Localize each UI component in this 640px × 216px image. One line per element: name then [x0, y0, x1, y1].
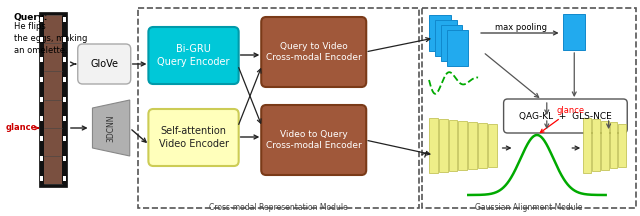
Text: Cross-modal Representation Module: Cross-modal Representation Module [209, 203, 348, 212]
Bar [40, 136, 44, 141]
Bar [63, 156, 66, 161]
Bar [439, 119, 447, 172]
FancyBboxPatch shape [261, 105, 366, 175]
Bar [563, 14, 585, 50]
Bar [63, 116, 66, 121]
Bar [63, 136, 66, 141]
Bar [63, 37, 66, 42]
Bar [40, 57, 44, 62]
Bar [488, 124, 497, 167]
Bar [138, 8, 419, 208]
FancyBboxPatch shape [504, 99, 627, 133]
Bar [458, 121, 467, 170]
Text: Query to Video
Cross-modal Encoder: Query to Video Cross-modal Encoder [266, 42, 362, 62]
Bar [601, 121, 609, 170]
Text: 3DCNN: 3DCNN [107, 114, 116, 142]
Text: Gaussian Alignment Module: Gaussian Alignment Module [476, 203, 583, 212]
Bar [63, 77, 66, 82]
Bar [40, 77, 44, 82]
Bar [40, 176, 44, 181]
Text: max pooling: max pooling [495, 24, 547, 32]
Text: QAG-KL  +  GLS-NCE: QAG-KL + GLS-NCE [519, 111, 612, 121]
FancyBboxPatch shape [148, 109, 239, 166]
Bar [63, 176, 66, 181]
Text: He flips
the eggs, making
an omelette.: He flips the eggs, making an omelette. [14, 22, 87, 55]
Bar [63, 57, 66, 62]
Text: Bi-GRU
Query Encoder: Bi-GRU Query Encoder [157, 44, 230, 67]
Text: glance: glance [540, 106, 585, 133]
Text: glance: glance [5, 124, 36, 132]
Bar [63, 97, 66, 102]
Bar [63, 17, 66, 22]
FancyBboxPatch shape [77, 44, 131, 84]
Text: Query:: Query: [14, 13, 49, 22]
Bar [40, 37, 44, 42]
Bar [40, 12, 67, 187]
Bar [429, 118, 438, 173]
Bar [583, 118, 591, 173]
FancyBboxPatch shape [148, 27, 239, 84]
Bar [592, 119, 600, 171]
Bar [422, 8, 636, 208]
Bar [468, 122, 477, 169]
Text: Self-attention
Video Encoder: Self-attention Video Encoder [159, 126, 228, 149]
Bar [449, 120, 458, 171]
Bar [40, 156, 44, 161]
Bar [429, 15, 451, 51]
Bar [618, 124, 627, 167]
Bar [447, 30, 468, 66]
Polygon shape [92, 100, 130, 156]
Bar [44, 15, 62, 184]
Bar [441, 25, 462, 61]
Bar [40, 17, 44, 22]
Bar [435, 20, 456, 56]
FancyBboxPatch shape [261, 17, 366, 87]
Bar [609, 122, 618, 168]
Text: Video to Query
Cross-modal Encoder: Video to Query Cross-modal Encoder [266, 130, 362, 150]
Bar [40, 116, 44, 121]
Text: GloVe: GloVe [90, 59, 118, 69]
Bar [478, 123, 487, 168]
Bar [40, 97, 44, 102]
